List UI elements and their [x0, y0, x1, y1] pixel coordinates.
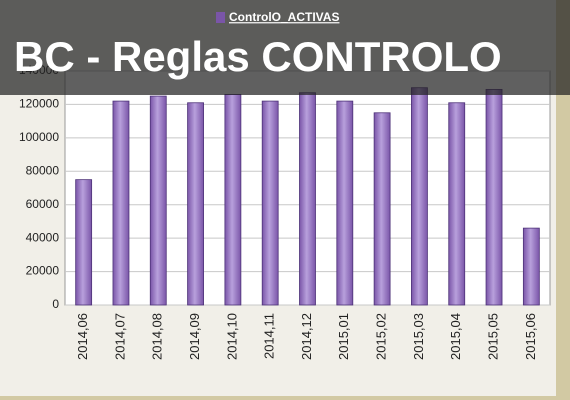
y-tick-label: 120000 — [19, 97, 59, 111]
x-tick-label: 2015,03 — [411, 313, 426, 360]
bar — [224, 94, 242, 306]
x-tick-label: 2014,09 — [187, 313, 202, 360]
x-tick-label: 2015,02 — [374, 313, 389, 360]
x-tick-label: 2014,08 — [150, 313, 165, 360]
bar — [448, 102, 466, 306]
bar — [411, 87, 428, 306]
bar — [187, 102, 204, 306]
bar — [485, 88, 503, 306]
chart-title: BC - Reglas CONTROLO — [14, 33, 502, 80]
x-tick-label: 2014,11 — [262, 313, 277, 359]
y-tick-label: 20000 — [26, 264, 60, 278]
y-tick-label: 80000 — [26, 163, 60, 177]
bar — [75, 179, 93, 306]
x-tick-label: 2015,04 — [448, 313, 463, 360]
bar — [112, 100, 130, 306]
x-tick-label: 2014,06 — [75, 313, 90, 360]
y-tick-label: 60000 — [26, 197, 60, 211]
x-tick-label: 2015,05 — [485, 313, 500, 360]
legend-swatch — [216, 12, 225, 23]
x-tick-label: 2014,10 — [224, 313, 239, 360]
bar — [336, 100, 354, 306]
bar — [149, 95, 167, 306]
y-tick-label: 100000 — [19, 130, 59, 144]
y-tick-label: 0 — [52, 297, 59, 311]
bar — [522, 227, 540, 306]
x-tick-label: 2014,07 — [112, 313, 127, 360]
y-tick-label: 40000 — [26, 230, 60, 244]
x-tick-label: 2014,12 — [299, 313, 314, 360]
bar — [261, 100, 279, 306]
bar — [373, 112, 391, 306]
title-band — [0, 0, 570, 95]
bar — [299, 92, 316, 306]
x-tick-label: 2015,06 — [523, 313, 538, 360]
legend-label: ControlO_ACTIVAS — [229, 10, 339, 24]
x-tick-label: 2015,01 — [336, 313, 351, 360]
